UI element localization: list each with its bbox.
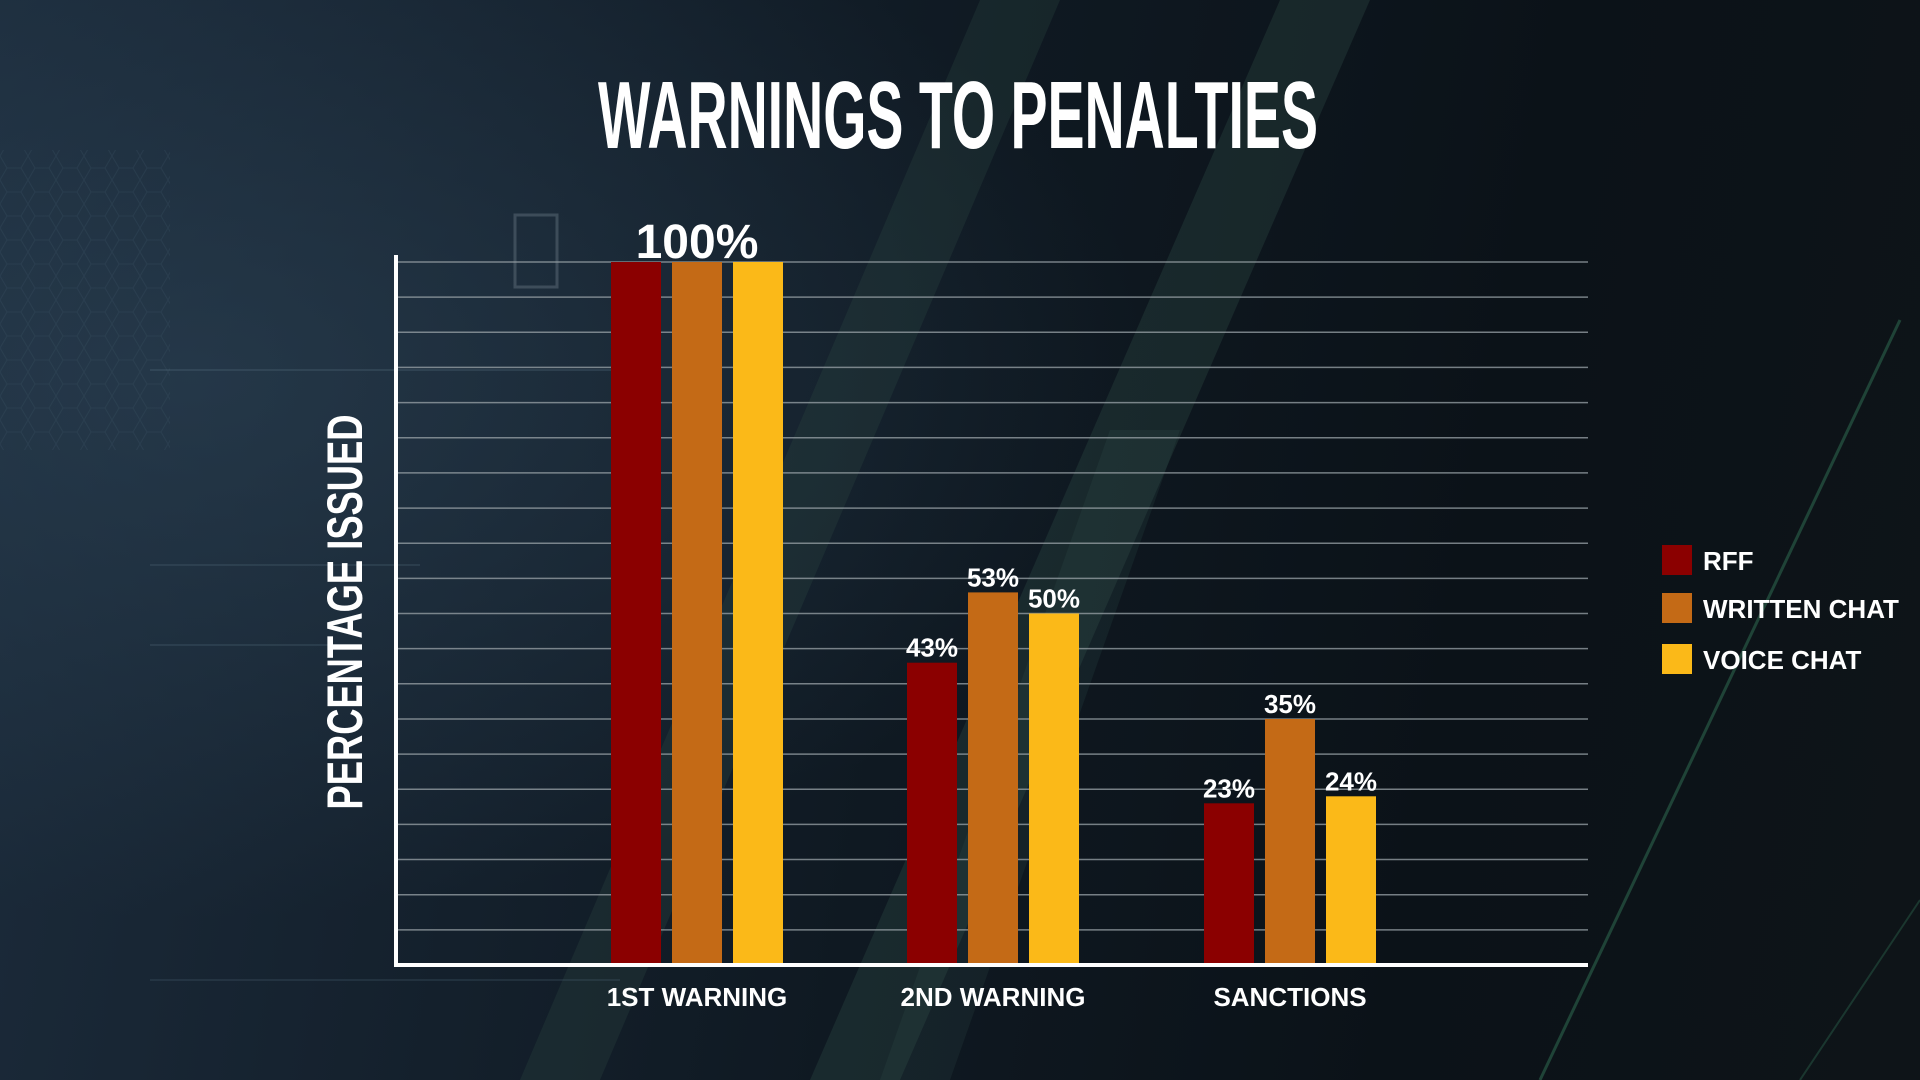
legend-swatch-rff: [1662, 545, 1692, 575]
legend: RFF WRITTEN CHAT VOICE CHAT: [1662, 545, 1899, 675]
bar-voice-chat-2: [1029, 613, 1079, 965]
bars: [611, 262, 1376, 965]
data-label: 35%: [1264, 689, 1316, 719]
bar-voice-chat-3: [1326, 796, 1376, 965]
legend-label-voice-chat: VOICE CHAT: [1703, 645, 1862, 675]
data-labels: 100% 43% 53% 50% 23% 35% 24%: [636, 216, 1377, 803]
bar-written-chat-3: [1265, 719, 1315, 965]
legend-label-rff: RFF: [1703, 546, 1754, 576]
data-label: 23%: [1203, 773, 1255, 803]
data-label: 43%: [906, 633, 958, 663]
bar-rff-1: [611, 262, 661, 965]
legend-swatch-voice-chat: [1662, 644, 1692, 674]
y-axis-label: PERCENTAGE ISSUED: [317, 415, 373, 810]
x-axis-tick-labels: 1ST WARNING 2ND WARNING SANCTIONS: [607, 982, 1367, 1012]
bar-voice-chat-1: [733, 262, 783, 965]
legend-label-written-chat: WRITTEN CHAT: [1703, 594, 1899, 624]
chart-title: WARNINGS TO PENALTIES: [598, 62, 1318, 169]
x-tick-label: 1ST WARNING: [607, 982, 788, 1012]
bar-rff-3: [1204, 803, 1254, 965]
bar-rff-2: [907, 662, 957, 965]
data-label: 50%: [1028, 584, 1080, 614]
data-label: 24%: [1325, 766, 1377, 796]
data-label: 53%: [967, 562, 1019, 592]
x-tick-label: 2ND WARNING: [901, 982, 1086, 1012]
group-data-label: 100%: [636, 216, 759, 269]
bar-written-chat-1: [672, 262, 722, 965]
x-tick-label: SANCTIONS: [1213, 982, 1366, 1012]
legend-swatch-written-chat: [1662, 593, 1692, 623]
bar-written-chat-2: [968, 592, 1018, 965]
